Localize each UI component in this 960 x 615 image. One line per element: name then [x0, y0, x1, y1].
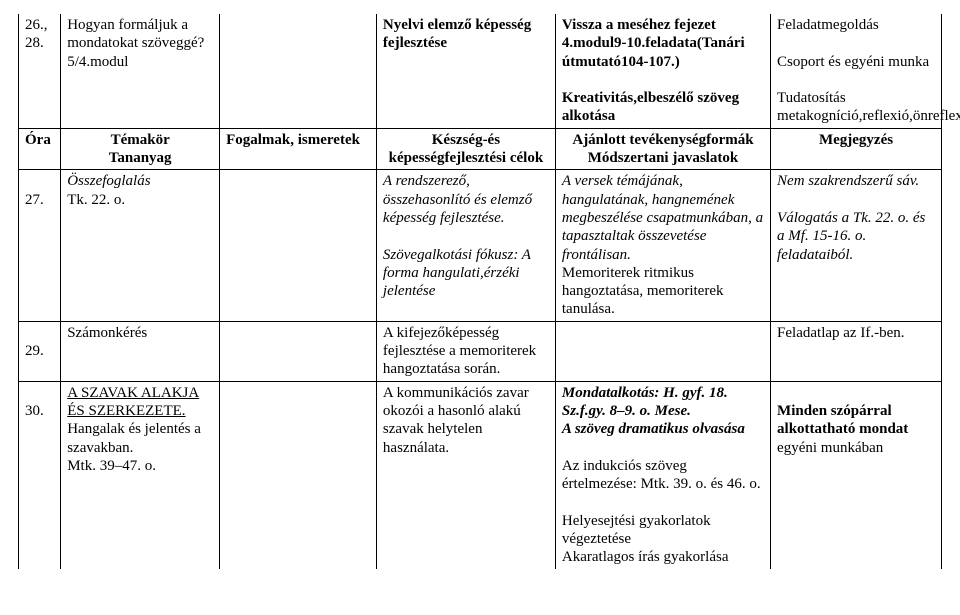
header-cell: Óra	[19, 128, 61, 170]
text: A SZAVAK ALAKJA ÉS SZERKEZETE.	[67, 385, 199, 419]
cell: A rendszerező, összehasonlító és elemző …	[376, 170, 555, 321]
cell: Nem szakrendszerű sáv. Válogatás a Tk. 2…	[771, 170, 942, 321]
text: 27.	[25, 192, 44, 208]
cell: Nyelvi elemző képesség fejlesztése	[376, 14, 555, 128]
header-cell: Témakör Tananyag	[61, 128, 220, 170]
header-cell: Ajánlott tevékenységformák Módszertani j…	[555, 128, 770, 170]
cell-num: 26., 28.	[19, 14, 61, 128]
text: Minden szópárral alkottatható mondat egy…	[777, 403, 908, 456]
table-row: 26., 28. Hogyan formáljuk a mondatokat s…	[19, 14, 942, 128]
cell-num: 30.	[19, 381, 61, 568]
text: Összefoglalás	[67, 173, 150, 189]
text: Mondatalkotás: H. gyf. 18. Sz.f.gy. 8–9.…	[562, 385, 728, 419]
text: 30.	[25, 403, 44, 419]
text: Tananyag	[109, 150, 172, 166]
cell: Hogyan formáljuk a mondatokat szöveggé? …	[61, 14, 220, 128]
text: Nem szakrendszerű sáv.	[777, 173, 919, 189]
text: Vissza a meséhez fejezet 4.modul9-10.fel…	[562, 17, 745, 70]
cell: Minden szópárral alkottatható mondat egy…	[771, 381, 942, 568]
table-header-row: Óra Témakör Tananyag Fogalmak, ismeretek…	[19, 128, 942, 170]
table-row: 29. Számonkérés A kifejezőképesség fejle…	[19, 321, 942, 381]
text: Tudatosítás metakogníció,reflexió,önrefl…	[777, 90, 960, 124]
text: Kreativitás,elbeszélő szöveg alkotása	[562, 90, 739, 124]
text: Tk. 22. o.	[67, 192, 125, 208]
text: 29.	[25, 343, 44, 359]
text: A rendszerező, összehasonlító és elemző …	[383, 173, 532, 226]
text: Memoriterek ritmikus hangoztatása, memor…	[562, 265, 724, 318]
text: Szövegalkotási fókusz: A forma hangulati…	[383, 247, 531, 300]
text: Akaratlagos írás gyakorlása	[562, 549, 729, 565]
cell: A kommunikációs zavar okozói a hasonló a…	[376, 381, 555, 568]
cell	[555, 321, 770, 381]
text: Mtk. 39–47. o.	[67, 458, 156, 474]
cell: Feladatmegoldás Csoport és egyéni munka …	[771, 14, 942, 128]
text: Témakör	[111, 132, 170, 148]
cell	[220, 170, 377, 321]
cell	[220, 14, 377, 128]
curriculum-table: 26., 28. Hogyan formáljuk a mondatokat s…	[18, 14, 942, 569]
cell-num: 29.	[19, 321, 61, 381]
cell: A kifejezőképesség fejlesztése a memorit…	[376, 321, 555, 381]
text: Feladatmegoldás	[777, 17, 879, 33]
cell-num: 27.	[19, 170, 61, 321]
text: Helyesejtési gyakorlatok végeztetése	[562, 513, 711, 547]
header-cell: Megjegyzés	[771, 128, 942, 170]
cell: A versek témájának, hangulatának, hangne…	[555, 170, 770, 321]
cell: Összefoglalás Tk. 22. o.	[61, 170, 220, 321]
text: Csoport és egyéni munka	[777, 54, 929, 70]
cell: A SZAVAK ALAKJA ÉS SZERKEZETE. Hangalak …	[61, 381, 220, 568]
table-row: 27. Összefoglalás Tk. 22. o. A rendszere…	[19, 170, 942, 321]
text: Módszertani javaslatok	[588, 150, 738, 166]
table-row: 30. A SZAVAK ALAKJA ÉS SZERKEZETE. Hanga…	[19, 381, 942, 568]
text: Hangalak és jelentés a szavakban.	[67, 421, 201, 455]
cell: Mondatalkotás: H. gyf. 18. Sz.f.gy. 8–9.…	[555, 381, 770, 568]
cell: Számonkérés	[61, 321, 220, 381]
header-cell: Fogalmak, ismeretek	[220, 128, 377, 170]
text: Számonkérés	[67, 325, 147, 341]
cell	[220, 321, 377, 381]
text: Válogatás a Tk. 22. o. és a Mf. 15-16. o…	[777, 210, 925, 263]
text: Ajánlott tevékenységformák	[572, 132, 753, 148]
text: Hogyan formáljuk a mondatokat szöveggé?	[67, 17, 204, 51]
cell: Feladatlap az If.-ben.	[771, 321, 942, 381]
header-cell: Készség-és képességfejlesztési célok	[376, 128, 555, 170]
text: A versek témájának, hangulatának, hangne…	[562, 173, 763, 262]
cell: Vissza a meséhez fejezet 4.modul9-10.fel…	[555, 14, 770, 128]
cell	[220, 381, 377, 568]
text: A szöveg dramatikus olvasása	[562, 421, 745, 437]
text: 5/4.modul	[67, 54, 128, 70]
text: Az indukciós szöveg értelmezése: Mtk. 39…	[562, 458, 761, 492]
